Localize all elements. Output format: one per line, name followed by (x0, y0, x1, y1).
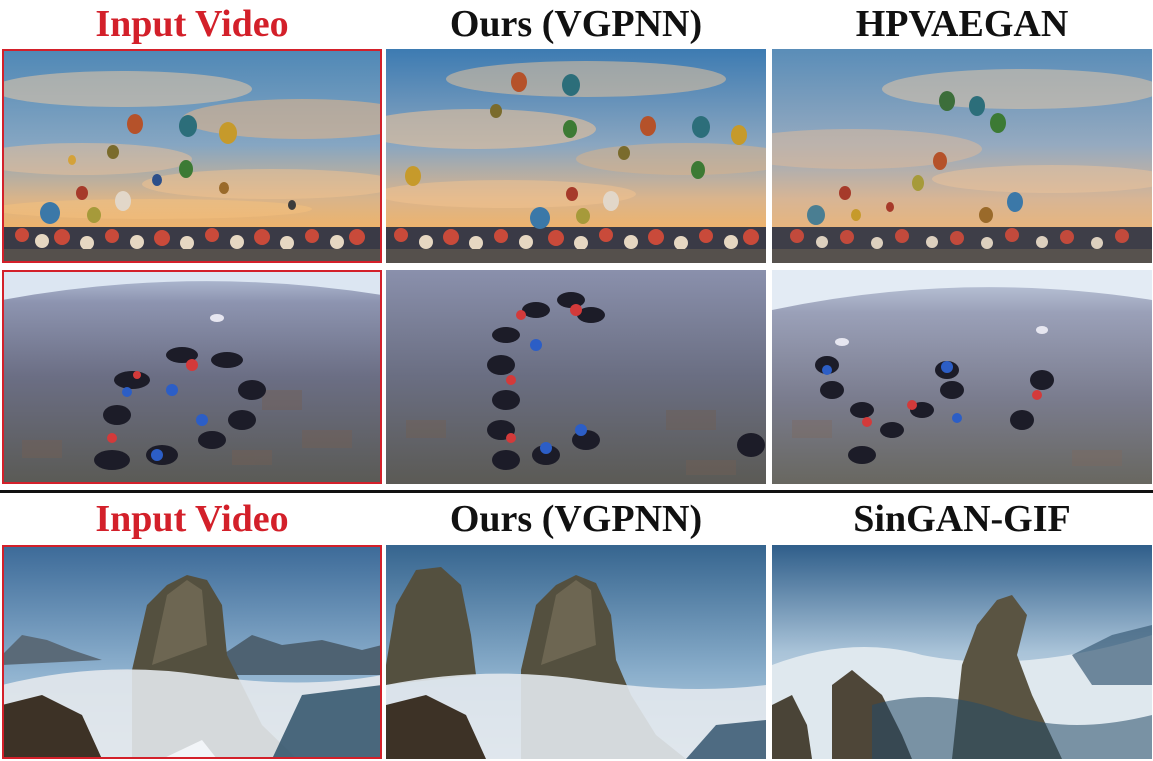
section-divider (0, 490, 1153, 493)
balloons-hpvaegan-frame (772, 49, 1152, 263)
bottom-header-input-video: Input Video (95, 498, 289, 540)
top-header-ours-vgpnn: Ours (VGPNN) (449, 3, 703, 45)
mountain-vgpnn-frame (386, 545, 766, 759)
skydivers-input-frame (2, 270, 382, 484)
top-header-input-video: Input Video (95, 3, 289, 45)
balloons-vgpnn-frame (386, 49, 766, 263)
balloons-input-frame (2, 49, 382, 263)
bottom-header-singan-gif: SinGAN-GIF (853, 498, 1071, 540)
bottom-header-ours-vgpnn: Ours (VGPNN) (449, 498, 703, 540)
top-header-hpvaegan: HPVAEGAN (855, 3, 1069, 45)
skydivers-vgpnn-frame (386, 270, 766, 484)
mountain-input-frame (2, 545, 382, 759)
mountain-singan-gif-frame (772, 545, 1152, 759)
skydivers-hpvaegan-frame (772, 270, 1152, 484)
